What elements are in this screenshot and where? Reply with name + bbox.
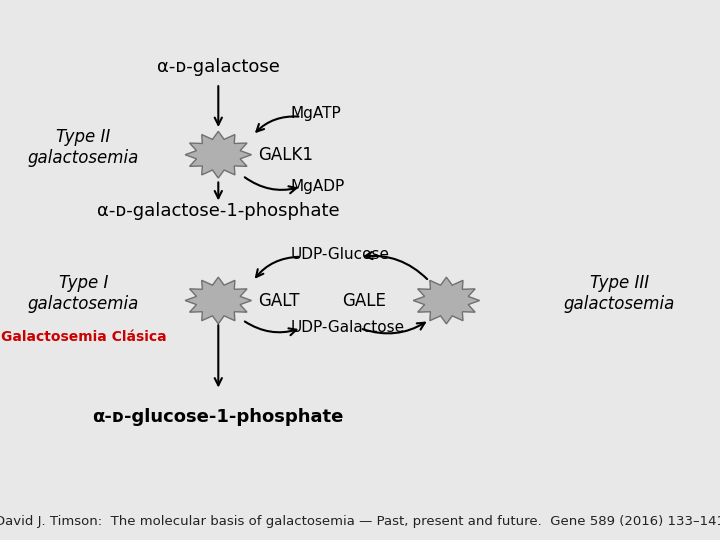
Polygon shape [413, 277, 480, 324]
Text: α-ᴅ-galactose: α-ᴅ-galactose [157, 58, 280, 76]
Text: UDP-Glucose: UDP-Glucose [291, 247, 390, 262]
Text: UDP-Galactose: UDP-Galactose [291, 320, 405, 335]
Polygon shape [185, 131, 251, 178]
Text: α-ᴅ-galactose-1-phosphate: α-ᴅ-galactose-1-phosphate [97, 201, 340, 220]
Text: Type I
galactosemia: Type I galactosemia [28, 274, 139, 313]
Text: GALE: GALE [342, 292, 386, 309]
Text: Type II
galactosemia: Type II galactosemia [28, 128, 139, 167]
Text: GALK1: GALK1 [258, 146, 313, 164]
Text: α-ᴅ-glucose-1-phosphate: α-ᴅ-glucose-1-phosphate [93, 408, 344, 426]
Text: MgADP: MgADP [291, 179, 345, 194]
Text: Type III
galactosemia: Type III galactosemia [564, 274, 675, 313]
Text: GALT: GALT [258, 292, 300, 309]
Text: MgATP: MgATP [291, 106, 341, 121]
Polygon shape [185, 277, 251, 324]
Text: Galactosemia Clásica: Galactosemia Clásica [1, 330, 166, 344]
Text: David J. Timson:  The molecular basis of galactosemia — Past, present and future: David J. Timson: The molecular basis of … [0, 515, 720, 528]
